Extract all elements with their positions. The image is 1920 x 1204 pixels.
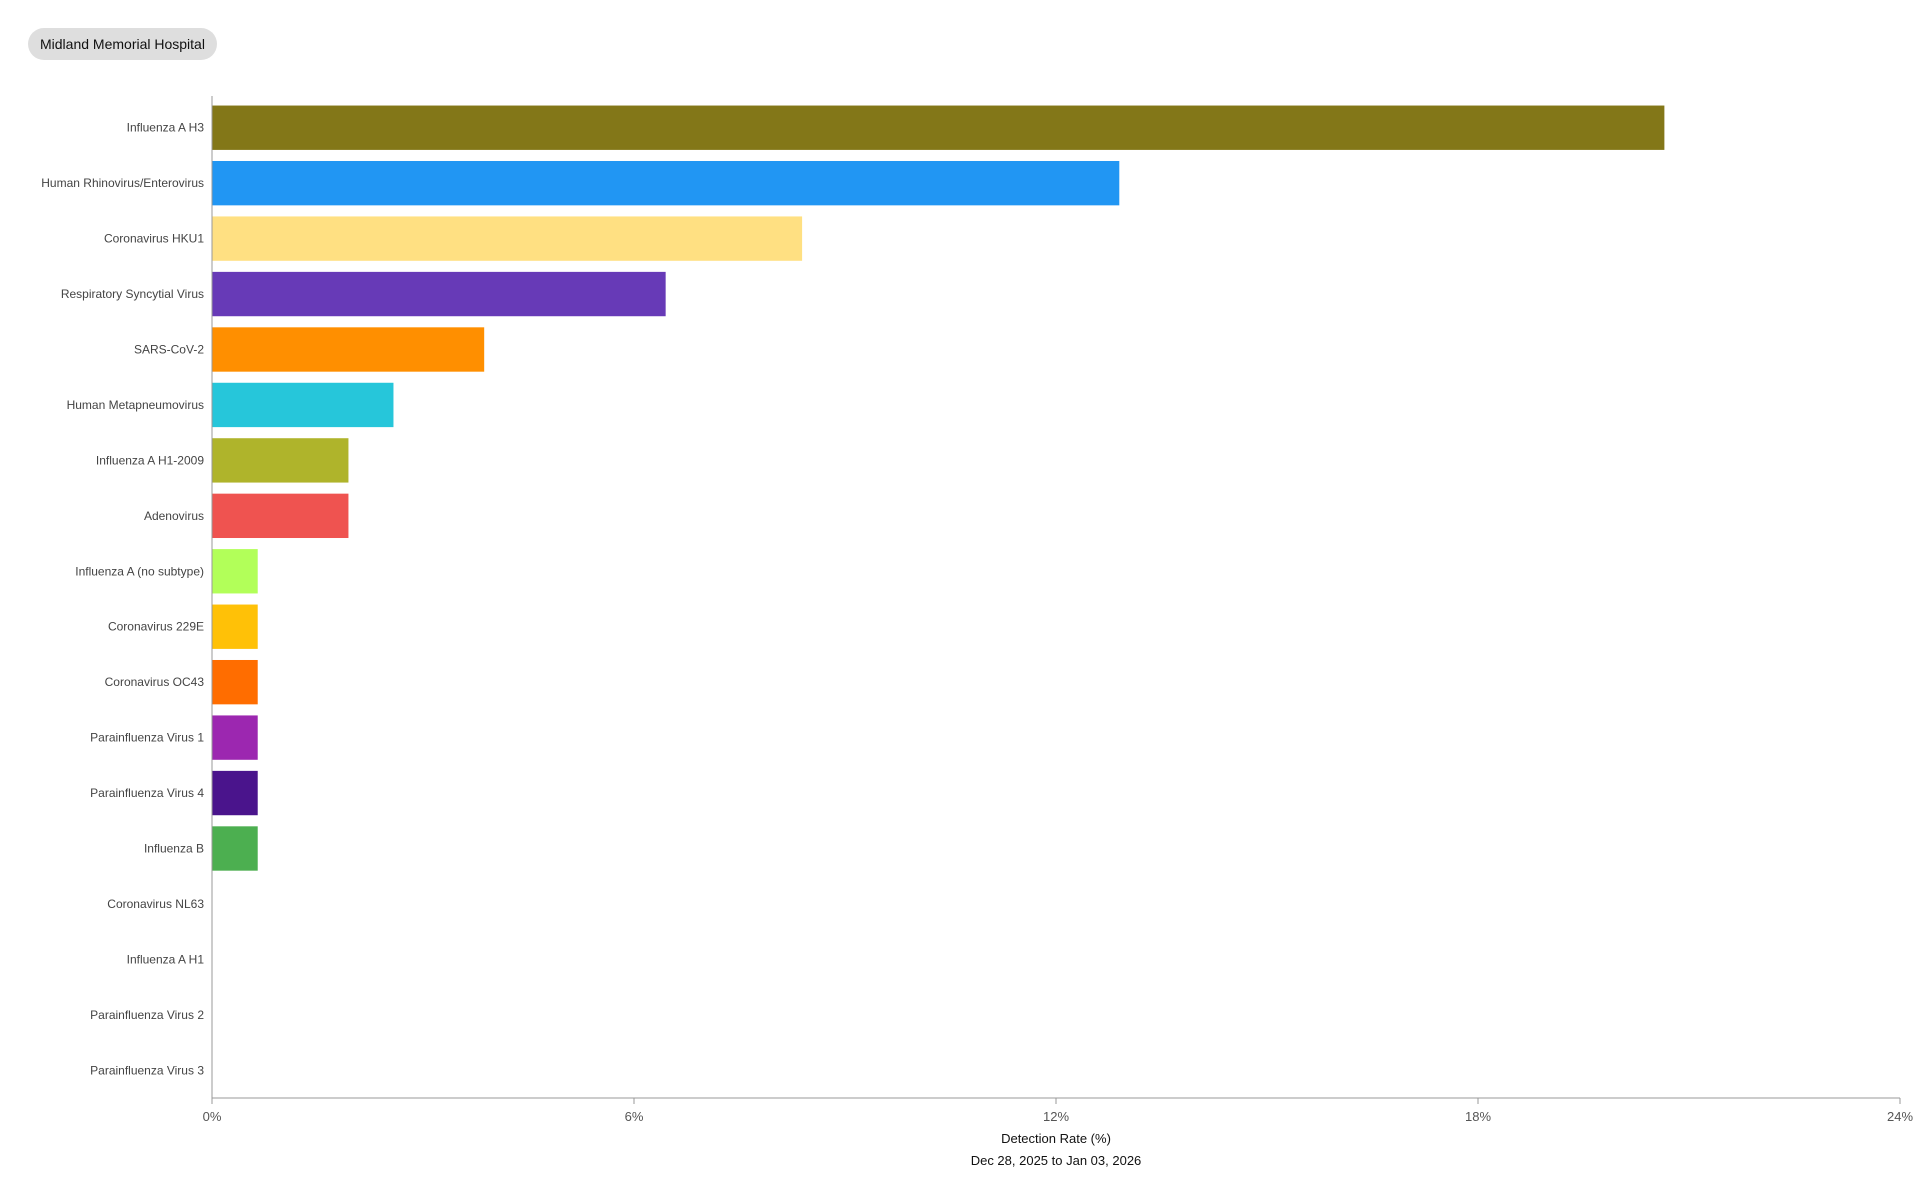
x-axis-title: Detection Rate (%) — [1001, 1131, 1111, 1146]
bar-influenza-a-no-subtype[interactable] — [212, 549, 258, 594]
x-tick-label: 6% — [625, 1109, 644, 1124]
category-label: Influenza A H3 — [127, 121, 205, 135]
bar-human-metapneumovirus[interactable] — [212, 382, 394, 428]
category-labels: Influenza A H3 Human Rhinovirus/Enterovir… — [41, 121, 204, 1078]
category-label: Coronavirus HKU1 — [104, 232, 204, 246]
category-label: Respiratory Syncytial Virus — [61, 287, 204, 301]
x-tick-label: 0% — [203, 1109, 222, 1124]
category-label: Coronavirus NL63 — [107, 897, 204, 911]
bar-adenovirus[interactable] — [212, 493, 349, 539]
x-tick-label: 18% — [1465, 1109, 1491, 1124]
x-axis-ticks: 0% 6% 12% 18% 24% — [203, 1098, 1913, 1124]
category-label: Parainfluenza Virus 2 — [90, 1008, 204, 1022]
category-label: Coronavirus 229E — [108, 620, 204, 634]
category-label: Influenza A (no subtype) — [75, 564, 204, 578]
category-label: Influenza A H1-2009 — [96, 453, 204, 467]
bar-influenza-a-h1-2009[interactable] — [212, 438, 349, 483]
category-label: Adenovirus — [144, 509, 204, 523]
bar-coronavirus-229e[interactable] — [212, 604, 258, 649]
date-range-label: Dec 28, 2025 to Jan 03, 2026 — [971, 1153, 1142, 1168]
bars-group — [212, 105, 1665, 871]
category-label: Parainfluenza Virus 4 — [90, 786, 204, 800]
x-tick-label: 12% — [1043, 1109, 1069, 1124]
bar-parainfluenza-virus-4[interactable] — [212, 770, 258, 816]
category-label: Influenza A H1 — [127, 952, 205, 966]
category-label: SARS-CoV-2 — [134, 343, 204, 357]
bar-respiratory-syncytial-virus[interactable] — [212, 271, 666, 317]
bar-human-rhinovirus-enterovirus[interactable] — [212, 160, 1120, 206]
bar-coronavirus-oc43[interactable] — [212, 659, 258, 705]
category-label: Human Rhinovirus/Enterovirus — [41, 176, 204, 190]
hospital-badge[interactable]: Midland Memorial Hospital — [28, 28, 217, 60]
category-label: Parainfluenza Virus 3 — [90, 1063, 204, 1077]
bar-influenza-a-h3[interactable] — [212, 105, 1665, 150]
bar-coronavirus-hku1[interactable] — [212, 216, 803, 261]
bar-parainfluenza-virus-1[interactable] — [212, 715, 258, 760]
category-label: Human Metapneumovirus — [67, 398, 204, 412]
bar-influenza-b[interactable] — [212, 826, 258, 871]
category-label: Influenza B — [144, 842, 204, 856]
category-label: Coronavirus OC43 — [105, 675, 205, 689]
x-tick-label: 24% — [1887, 1109, 1913, 1124]
bar-sars-cov-2[interactable] — [212, 327, 485, 372]
category-label: Parainfluenza Virus 1 — [90, 731, 204, 745]
